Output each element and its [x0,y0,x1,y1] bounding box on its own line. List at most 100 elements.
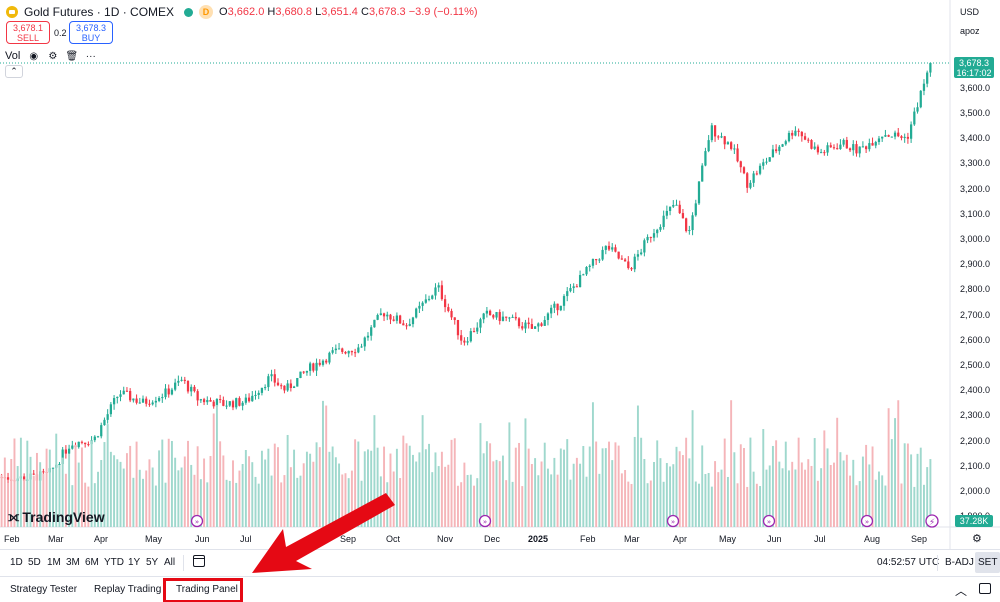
candle-body [739,161,742,168]
candle-body [431,295,434,299]
volume-bar [810,465,813,527]
candle-body [720,136,723,138]
price-axis-label: 2,300.0 [960,410,991,421]
volume-bar [29,456,32,527]
eye-icon[interactable]: ◉ [29,50,39,62]
range-ytd[interactable]: YTD [104,557,124,568]
volume-bar [829,464,832,527]
candle-body [199,399,202,401]
price-axis-label: 2,700.0 [960,309,991,320]
divider [183,555,184,571]
volume-bar [897,400,900,527]
candle-body [440,285,444,300]
candle-body [595,259,598,261]
buy-button[interactable]: 3,678.3 BUY [69,21,113,44]
sell-price: 3,678.1 [12,23,44,33]
session-toggle[interactable]: SET [975,552,1000,573]
volume-bar [296,477,299,527]
volume-bar [161,439,164,527]
volume-bar [839,452,842,527]
candle-body [797,130,800,132]
tab-strategy-tester[interactable]: Strategy Tester [10,584,78,595]
volume-bar [232,460,234,527]
candle-body [376,314,379,320]
volume-bar [765,469,768,527]
clock-utc[interactable]: 04:52:57 UTC [877,557,940,568]
last-price-tag: 3,678.3 16:17:02 [954,57,994,78]
range-1y[interactable]: 1Y [128,557,141,568]
volume-bar [212,413,215,527]
volume-bar [473,485,475,527]
candle-body [874,142,877,146]
candle-body [926,72,929,84]
volume-bar [7,483,9,527]
chart-canvas[interactable]: » » » » » ⚡ [0,0,1000,549]
candle-body [710,125,713,141]
candle-body [726,142,730,145]
volume-bar [566,439,569,527]
volume-bar [813,438,816,527]
candle-body [222,399,225,406]
spread-value: 0.2 [54,28,67,38]
candle-body [495,312,498,318]
scale-mode-label[interactable]: apoz [960,26,980,36]
back-adjust-toggle[interactable]: B-ADJ [945,557,974,568]
calendar-icon[interactable] [193,555,205,567]
range-all[interactable]: All [164,557,176,568]
volume-bar [283,475,286,527]
volume-bar [553,457,556,527]
settings-icon[interactable]: ⚙ [48,50,58,62]
volume-bar [235,482,238,527]
candle-body [177,380,180,383]
volume-bar [752,471,755,527]
candle-body [273,374,276,383]
currency-label[interactable]: USD [960,7,980,17]
volume-bar [328,451,331,527]
candle-body [498,312,501,321]
tab-trading-panel[interactable]: Trading Panel [176,584,238,595]
candle-body [180,379,183,381]
collapse-legend-button[interactable]: ⌃ [5,65,23,78]
time-axis-label: Oct [386,534,401,544]
volume-bar [203,458,206,527]
candle-body [386,314,389,317]
volume-bar [640,437,643,527]
candle-body [569,288,572,292]
volume-bar [251,462,254,527]
candle-body [611,247,614,250]
volume-bar [74,444,77,527]
range-3m[interactable]: 3M [66,557,80,568]
candle-body [707,140,710,152]
tab-replay-trading[interactable]: Replay Trading [94,584,162,595]
volume-bar [617,445,620,527]
trash-icon[interactable]: 🗑 [65,50,79,62]
candle-body [845,139,848,149]
range-5d[interactable]: 5D [28,557,41,568]
more-icon[interactable]: ··· [85,50,96,62]
candle-body [540,323,543,326]
volume-bar [395,448,398,527]
range-1m[interactable]: 1M [47,557,61,568]
expand-panel-icon[interactable]: ︿ [955,584,968,598]
price-axis-label: 2,400.0 [960,385,991,396]
candle-body [219,399,222,401]
range-5y[interactable]: 5Y [146,557,159,568]
candle-body [855,144,858,154]
volume-bar [421,415,424,527]
candle-body [389,314,392,320]
axis-settings-icon[interactable]: ⚙ [972,533,982,545]
volume-bar [408,445,411,527]
symbol-title[interactable]: Gold Futures · 1D · COMEX [24,5,175,19]
range-6m[interactable]: 6M [85,557,99,568]
maximize-icon[interactable] [979,583,991,594]
tradingview-logo[interactable]: ⟗ TradingView [8,509,105,525]
candle-body [469,331,472,342]
volume-bar [749,437,752,527]
candle-body [829,145,832,148]
price-axis-label: 3,600.0 [960,82,991,93]
range-1d[interactable]: 1D [10,557,23,568]
volume-bar [280,482,283,527]
sell-button[interactable]: 3,678.1 SELL [6,21,50,44]
volume-bar [370,450,373,527]
candle-body [488,310,492,316]
